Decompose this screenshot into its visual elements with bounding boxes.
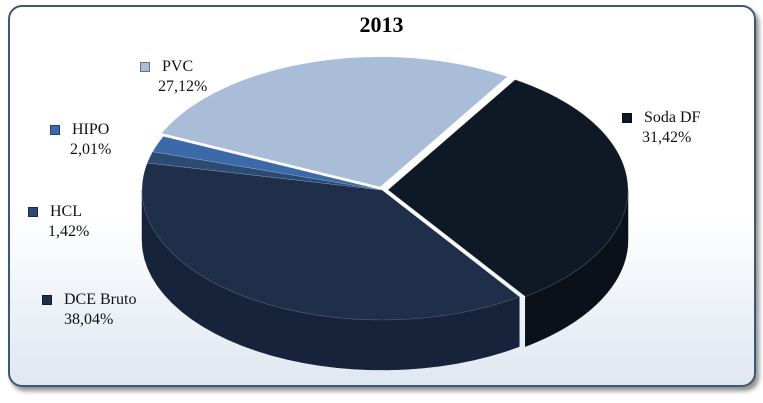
slice-name: PVC (162, 58, 194, 75)
slice-percent: 1,42% (48, 223, 90, 240)
slice-name: DCE Bruto (64, 291, 137, 308)
chart-title: 2013 (359, 12, 404, 37)
slice-label-hipo: HIPO 2,01% (50, 120, 111, 160)
pie-slice (387, 79, 629, 297)
legend-swatch (140, 62, 150, 72)
slice-percent: 27,12% (158, 78, 208, 95)
pie-slice (146, 151, 383, 191)
pie-slice (141, 162, 520, 321)
slice-label-dce-bruto: DCE Bruto 38,04% (42, 290, 136, 330)
slice-label-hcl: HCL 1,42% (28, 202, 89, 242)
slice-percent: 31,42% (642, 129, 692, 146)
slice-label-soda-df: Soda DF 31,42% (622, 108, 700, 148)
slice-name: Soda DF (644, 109, 701, 126)
pie-slice (152, 136, 383, 191)
slice-name: HCL (50, 203, 82, 220)
slice-name: HIPO (72, 121, 110, 138)
legend-swatch (28, 207, 38, 217)
slice-percent: 38,04% (64, 311, 114, 328)
slice-percent: 2,01% (70, 141, 112, 158)
legend-swatch (622, 113, 632, 123)
slice-label-pvc: PVC 27,12% (140, 57, 207, 97)
pie-slice (161, 56, 509, 188)
legend-swatch (50, 125, 60, 135)
legend-swatch (42, 295, 52, 305)
